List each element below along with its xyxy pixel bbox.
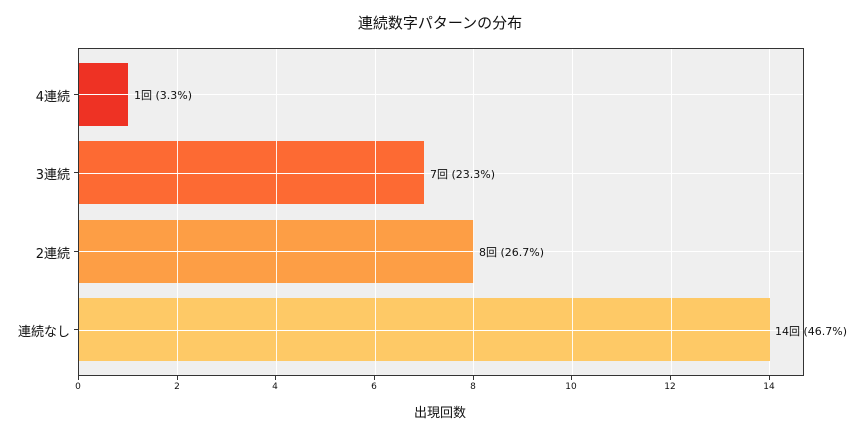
- x-tick: [769, 376, 770, 380]
- x-tick-label: 8: [470, 382, 476, 392]
- y-tick-label: 連続なし: [17, 325, 70, 340]
- y-tick: [74, 172, 78, 173]
- x-tick: [78, 376, 79, 380]
- x-tick: [571, 376, 572, 380]
- bar-value-label: 8回 (26.7%): [479, 246, 545, 259]
- x-tick-label: 4: [272, 382, 278, 392]
- gridline-overlay: [177, 49, 178, 375]
- x-tick: [275, 376, 276, 380]
- x-tick-label: 6: [371, 382, 377, 392]
- bar-value-label: 7回 (23.3%): [430, 168, 496, 181]
- gridline-overlay: [671, 49, 672, 375]
- gridline-overlay: [473, 49, 474, 375]
- y-tick-label: 3連続: [35, 168, 70, 183]
- x-tick-label: 14: [763, 382, 775, 392]
- gridline: [79, 330, 803, 331]
- gridline: [79, 251, 803, 252]
- bar-value-label: 14回 (46.7%): [775, 325, 848, 338]
- gridline-overlay: [276, 49, 277, 375]
- gridline-overlay: [572, 49, 573, 375]
- x-tick: [670, 376, 671, 380]
- x-tick: [374, 376, 375, 380]
- y-tick: [74, 329, 78, 330]
- x-axis-label: 出現回数: [413, 406, 466, 421]
- y-tick-label: 4連続: [35, 90, 70, 105]
- x-tick-label: 12: [664, 382, 676, 392]
- gridline: [79, 94, 803, 95]
- y-tick-label: 2連続: [35, 247, 70, 262]
- bar-value-label: 1回 (3.3%): [134, 89, 193, 102]
- bar-3-consecutive: [79, 141, 424, 204]
- gridline: [79, 173, 803, 174]
- y-tick: [74, 251, 78, 252]
- bar-no-consecutive: [79, 298, 770, 361]
- y-tick: [74, 94, 78, 95]
- x-tick: [473, 376, 474, 380]
- x-tick-label: 10: [565, 382, 577, 392]
- x-tick-label: 0: [75, 382, 81, 392]
- gridline-overlay: [375, 49, 376, 375]
- chart-title: 連続数字パターンの分布: [357, 14, 523, 32]
- x-tick-label: 2: [174, 382, 180, 392]
- gridline: [769, 49, 770, 375]
- x-tick: [177, 376, 178, 380]
- plot-area: 1回 (3.3%) 7回 (23.3%) 8回 (26.7%) 14回 (46.…: [78, 48, 847, 376]
